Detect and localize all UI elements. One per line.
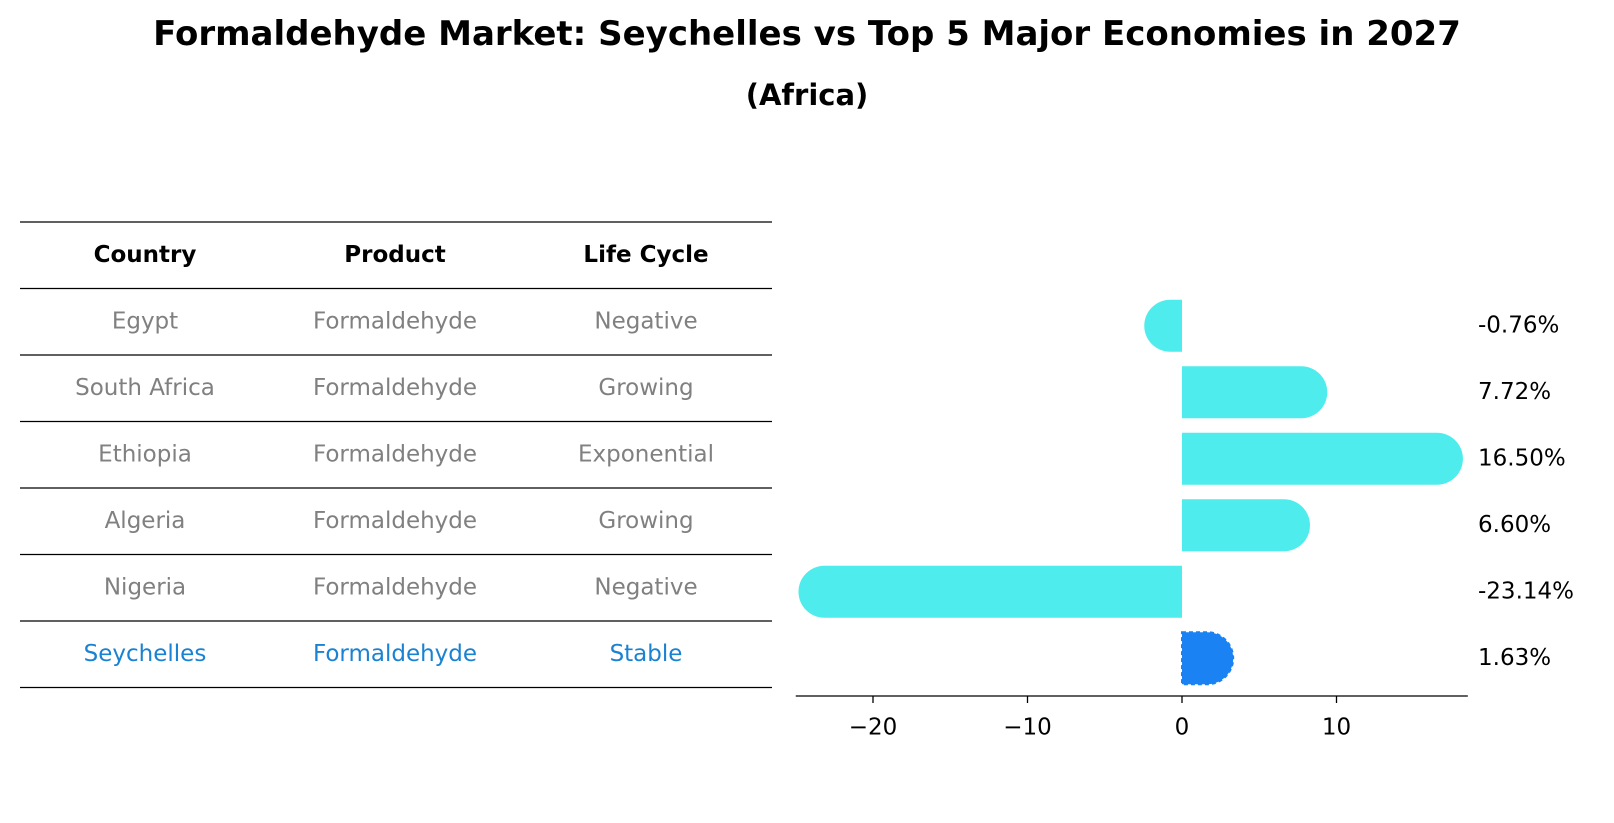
table-cell-product: Formaldehyde (313, 641, 477, 667)
bar-ethiopia (1182, 432, 1463, 485)
bar-value-label: 16.50% (1478, 445, 1566, 471)
table-cell-country: Ethiopia (98, 441, 192, 467)
table-cell-life-cycle: Exponential (578, 441, 714, 467)
bar-value-label: -0.76% (1478, 312, 1559, 338)
x-tick-label: 0 (1175, 715, 1190, 741)
table-cell-life-cycle: Stable (610, 641, 683, 667)
chart-title: Formaldehyde Market: Seychelles vs Top 5… (153, 14, 1461, 54)
x-tick-label: 10 (1322, 715, 1351, 741)
bar-nigeria (798, 565, 1182, 618)
bar-egypt (1144, 299, 1182, 352)
table-cell-product: Formaldehyde (313, 574, 477, 600)
product-header: Product (344, 242, 445, 268)
table-cell-product: Formaldehyde (313, 441, 477, 467)
table-cell-product: Formaldehyde (313, 508, 477, 534)
table-cell-life-cycle: Negative (594, 308, 697, 334)
bar-value-label: 1.63% (1478, 645, 1551, 671)
x-tick-label: −10 (1003, 715, 1052, 741)
table-cell-product: Formaldehyde (313, 375, 477, 401)
bar-algeria (1182, 499, 1310, 552)
x-tick-label: −20 (849, 715, 898, 741)
table-cell-life-cycle: Negative (594, 574, 697, 600)
bar-value-label: 6.60% (1478, 512, 1551, 538)
bar-value-label: -23.14% (1478, 578, 1574, 604)
table-cell-country: Nigeria (104, 574, 186, 600)
bar-south-africa (1182, 366, 1328, 419)
table-cell-country: Egypt (112, 308, 178, 334)
table-cell-life-cycle: Growing (598, 508, 693, 534)
table-cell-life-cycle: Growing (598, 375, 693, 401)
chart-subtitle: (Africa) (745, 78, 869, 112)
life-cycle-header: Life Cycle (583, 242, 708, 268)
table-cell-country: Algeria (105, 508, 186, 534)
bar-value-label: 7.72% (1478, 379, 1551, 405)
table-cell-country: Seychelles (84, 641, 207, 667)
country-header: Country (94, 242, 197, 268)
bar-seychelles (1181, 631, 1235, 686)
table-cell-product: Formaldehyde (313, 308, 477, 334)
table-cell-country: South Africa (75, 375, 215, 401)
